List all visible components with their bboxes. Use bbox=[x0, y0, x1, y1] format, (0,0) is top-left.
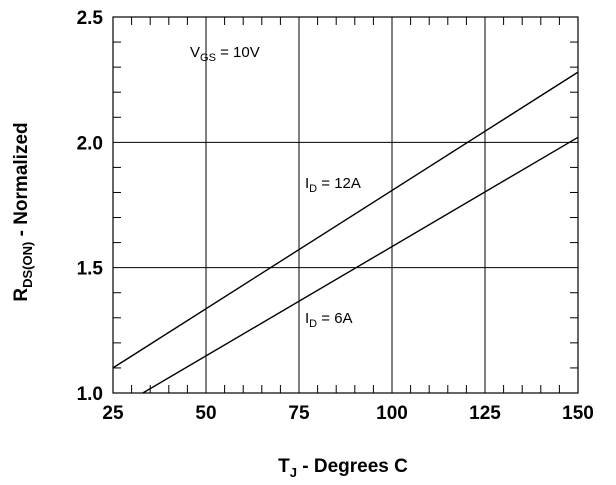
y-tick-label: 2.0 bbox=[77, 133, 103, 154]
x-tick-label: 50 bbox=[195, 403, 216, 424]
series-line-id-6a bbox=[142, 136, 579, 394]
y-tick-label: 2.5 bbox=[77, 8, 104, 29]
minor-ticks bbox=[113, 17, 578, 393]
y-axis-title: RDS(ON) - Normalized bbox=[11, 122, 35, 301]
x-tick-label: 25 bbox=[102, 403, 124, 424]
x-tick-label: 150 bbox=[562, 403, 594, 424]
annotation-id-12a: ID = 12A bbox=[305, 175, 361, 195]
y-tick-label: 1.5 bbox=[77, 259, 104, 280]
series-line-id-12a bbox=[112, 71, 579, 369]
plot-frame bbox=[112, 16, 579, 394]
x-axis-title: TJ - Degrees C bbox=[278, 456, 408, 480]
y-tick-label: 1.0 bbox=[77, 384, 103, 405]
grid-lines bbox=[113, 17, 578, 393]
x-tick-label: 125 bbox=[469, 403, 501, 424]
x-tick-labels: 25 50 75 100 125 150 bbox=[102, 403, 593, 424]
annotation-vgs: VGS = 10V bbox=[190, 44, 260, 64]
y-tick-labels: 1.0 1.5 2.0 2.5 bbox=[77, 8, 104, 405]
x-tick-label: 75 bbox=[288, 403, 310, 424]
series-lines bbox=[112, 71, 579, 394]
x-tick-label: 100 bbox=[376, 403, 408, 424]
annotation-id-6a: ID = 6A bbox=[305, 310, 353, 330]
